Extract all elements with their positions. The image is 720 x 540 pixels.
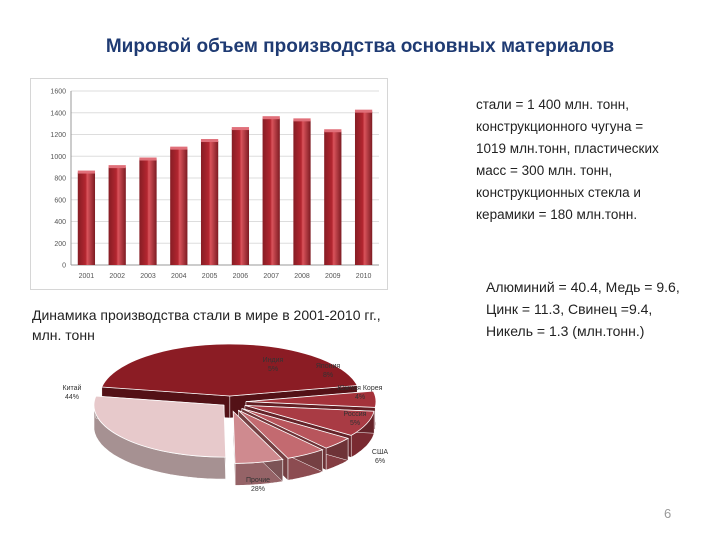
y-tick-label: 400 [54,219,66,226]
bar-top [293,118,311,122]
y-tick-label: 800 [54,176,66,183]
x-tick-label: 2005 [202,273,218,280]
y-tick-label: 0 [62,263,66,270]
x-tick-label: 2001 [79,273,95,280]
pie-slice-percent: 6% [375,458,385,465]
pie-slice [101,343,358,397]
bar [200,141,219,265]
bar-chart-svg: 0 200 400 600 800 1000 1200 1400 1600 2001 2002 200… [50,89,379,280]
pie-slice-label: Япония [316,363,341,370]
bar [231,129,250,265]
metals-production-text: Алюминий = 40.4, Медь = 9.6, Цинк = 11.3… [486,279,680,339]
y-tick-label: 200 [54,241,66,248]
pie-slice-label: США [372,449,388,456]
x-tick-label: 2004 [171,273,187,280]
slide-number: 6 [664,506,672,521]
bar [170,148,188,265]
y-tick-label: 1400 [50,110,66,117]
pie-slice-label: Китай [63,384,82,392]
x-tick-label: 2003 [140,273,156,280]
bar [324,131,342,265]
pie-slice [244,405,375,436]
bar [77,172,96,265]
x-tick-label: 2009 [325,273,341,280]
pie-slice-label: Южная Корея [338,385,383,392]
pie-slice-percent: 5% [350,420,360,427]
bar [354,111,373,265]
x-tick-label: 2006 [233,273,249,280]
x-tick-label: 2007 [263,273,279,280]
pie-slice-label: Индия [263,357,284,364]
pie-slice [232,410,284,464]
bar-top [139,157,157,161]
pie-slice [245,390,377,408]
pie-slice [93,395,227,458]
bar-top [200,139,219,143]
pie-slice-label: Прочие [246,477,270,484]
x-tick-label: 2008 [294,273,310,280]
pie-slice [238,409,324,459]
pie-slice-percent: 8% [323,372,333,379]
bar [108,167,126,265]
bar [262,118,280,265]
bar [293,120,311,265]
pie-slice-percent: 5% [268,366,278,373]
bar-top [170,146,188,150]
pie-slice-percent: 28% [251,486,265,493]
bar-top [262,116,280,120]
pie-slice-percent: 44% [65,394,79,401]
bar-top [324,129,342,133]
bar-top [231,127,250,131]
pie-slice [241,408,350,449]
bar [139,159,157,265]
y-tick-label: 1600 [50,89,66,96]
steel-production-text: стали = 1 400 млн. тонн, конструкционног… [476,97,659,222]
y-tick-label: 1200 [50,132,66,139]
y-tick-label: 1000 [50,154,66,161]
steel-share-pie-chart: Китай 44% Индия 5% Япония 8% Южная Корея 4% Росс… [63,343,388,493]
x-tick-label: 2002 [109,273,125,280]
steel-bar-chart: 0 200 400 600 800 1000 1200 1400 1600 2001 2002 200… [30,78,388,290]
bar-top [77,170,96,174]
bar-top [108,165,126,169]
page-title: Мировой объем производства основных мате… [105,36,615,57]
bar-top [354,109,373,113]
chart-caption: Динамика производства стали в мире в 200… [32,307,381,343]
pie-slice-label: Россия [344,411,367,418]
y-tick-label: 600 [54,197,66,204]
x-tick-label: 2010 [356,273,372,280]
pie-slice-percent: 4% [355,394,365,401]
